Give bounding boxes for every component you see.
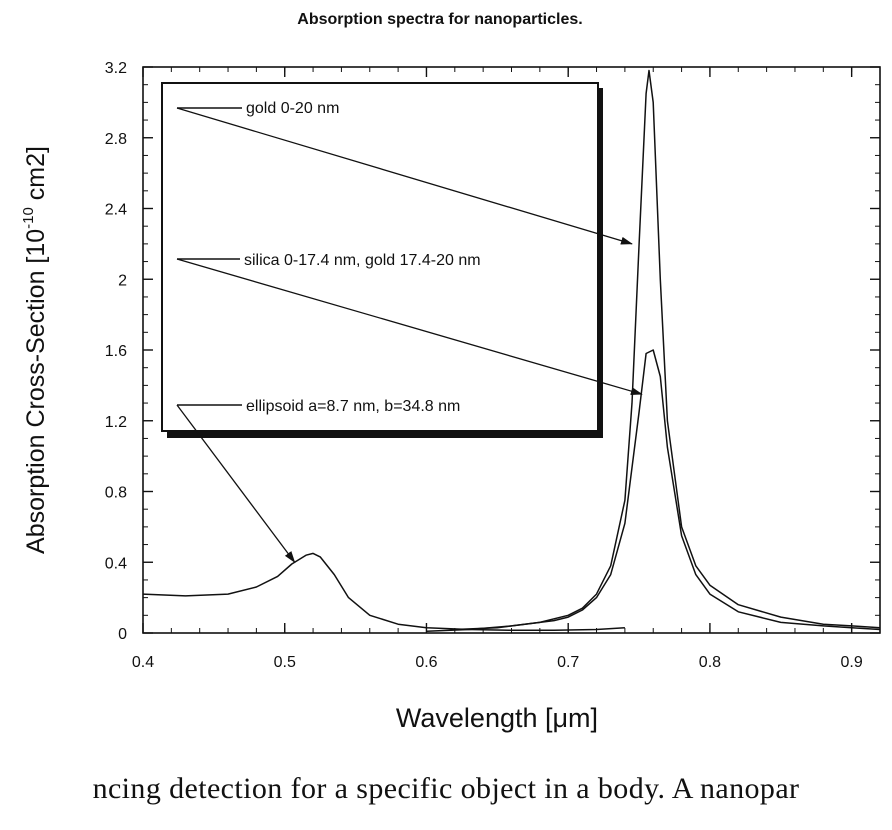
series-line-gold xyxy=(454,69,881,631)
legend-box xyxy=(161,82,599,432)
absorption-spectra-chart: Absorption spectra for nanoparticles. 0.… xyxy=(20,11,881,733)
legend-arrows xyxy=(176,107,643,564)
chart-title: Absorption spectra for nanoparticles. xyxy=(297,11,582,28)
y-axis-ticks xyxy=(143,66,880,634)
x-tick-label: 0.6 xyxy=(415,654,437,671)
series-lines xyxy=(142,69,881,632)
y-tick-label: 2 xyxy=(118,272,127,289)
x-tick-label: 0.5 xyxy=(274,654,296,671)
y-tick-label: 1.6 xyxy=(105,343,127,360)
x-tick-label: 0.8 xyxy=(699,654,721,671)
legend-label-gold: gold 0-20 nm xyxy=(246,100,339,117)
y-tick-label: 0.8 xyxy=(105,485,127,502)
legend-entry-gold: gold 0-20 nm xyxy=(177,100,339,117)
series-line-silica-gold xyxy=(426,349,881,632)
legend-label-silica: silica 0-17.4 nm, gold 17.4-20 nm xyxy=(244,252,481,269)
y-axis-label-unit: cm2] xyxy=(22,146,50,207)
legend-entry-silica: silica 0-17.4 nm, gold 17.4-20 nm xyxy=(177,252,481,269)
y-tick-label: 0.4 xyxy=(105,555,127,572)
x-axis-label: Wavelength [μm] xyxy=(396,703,598,733)
y-tick-label: 2.4 xyxy=(105,202,127,219)
legend-label-ellipsoid: ellipsoid a=8.7 nm, b=34.8 nm xyxy=(246,398,460,415)
y-axis-tick-labels: 0 0.4 0.8 1.2 1.6 2 2.4 2.8 3.2 xyxy=(105,60,127,643)
page-caption-fragment: ncing detection for a specific object in… xyxy=(92,772,800,805)
x-tick-label: 0.7 xyxy=(557,654,579,671)
y-tick-label: 0 xyxy=(118,626,127,643)
legend-entry-ellipsoid: ellipsoid a=8.7 nm, b=34.8 nm xyxy=(177,398,460,415)
y-axis-label-base: Absorption Cross-Section [10 xyxy=(22,229,50,554)
x-axis-tick-labels: 0.4 0.5 0.6 0.7 0.8 0.9 xyxy=(132,654,863,671)
x-tick-label: 0.4 xyxy=(132,654,154,671)
arrow-gold xyxy=(176,107,633,245)
y-tick-label: 2.8 xyxy=(105,131,127,148)
y-tick-label: 1.2 xyxy=(105,414,127,431)
x-tick-label: 0.9 xyxy=(841,654,863,671)
y-axis-label-exponent: -10 xyxy=(20,207,37,229)
y-tick-label: 3.2 xyxy=(105,60,127,77)
arrow-silica-gold xyxy=(176,258,643,395)
arrow-ellipsoid xyxy=(176,404,296,564)
y-axis-label: Absorption Cross-Section [10-10 cm2] xyxy=(20,146,50,554)
series-line-ellipsoid xyxy=(142,552,625,632)
